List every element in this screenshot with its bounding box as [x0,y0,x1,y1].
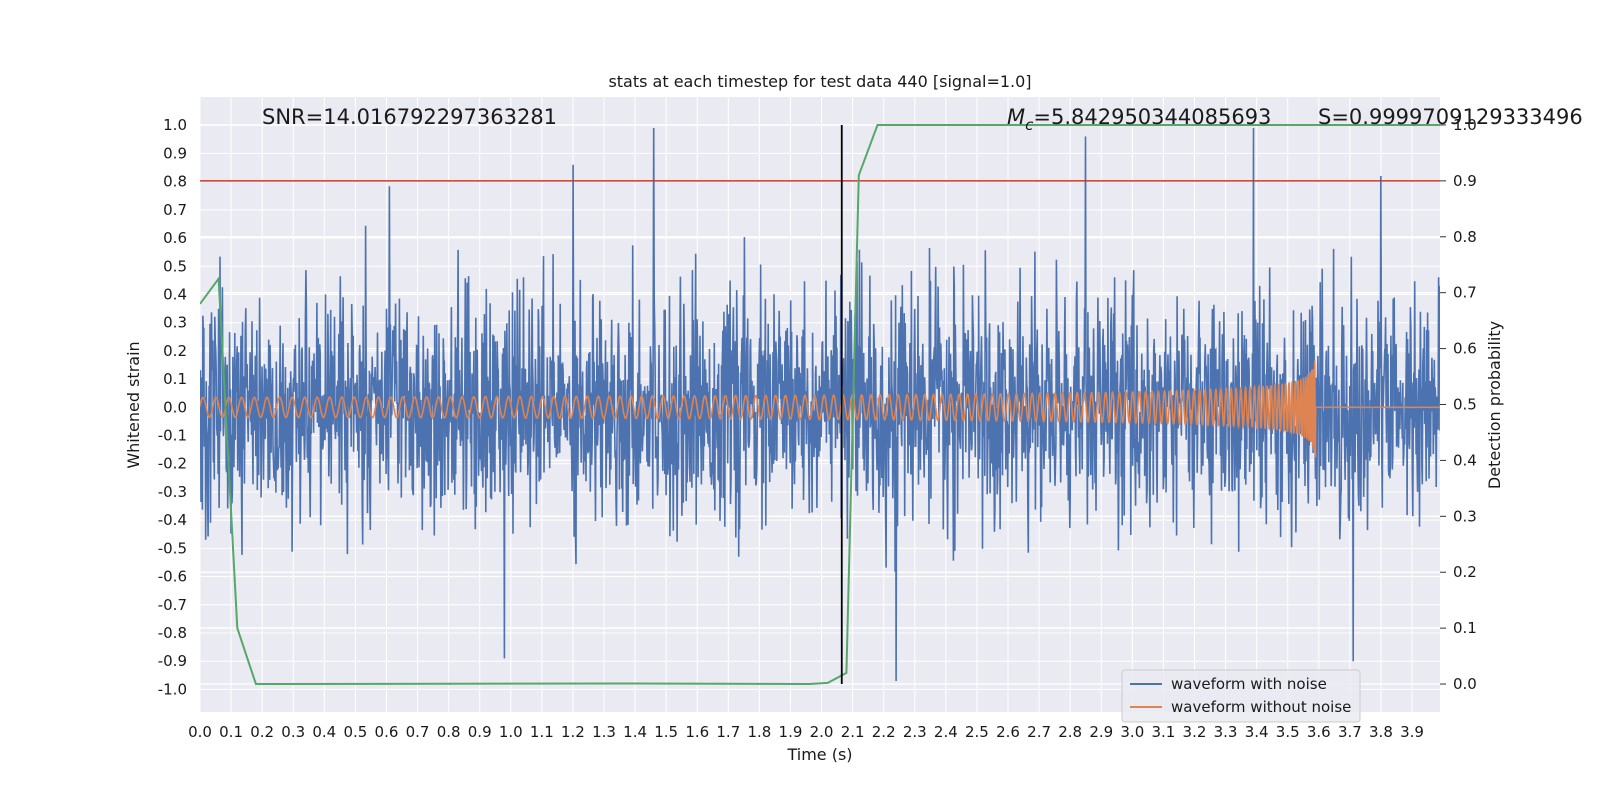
x-tick-label: 0.6 [375,723,399,741]
x-tick-label: 2.6 [996,723,1020,741]
x-tick-label: 0.9 [468,723,492,741]
x-tick-label: 2.3 [903,723,927,741]
x-axis-label: Time (s) [786,745,852,764]
x-tick-label: 3.8 [1369,723,1393,741]
detection-score-annotation: S=0.9999709129333496 [1318,105,1583,129]
y-tick-label: -1.0 [158,680,187,698]
x-tick-label: 3.3 [1214,723,1238,741]
x-tick-label: 0.2 [250,723,274,741]
x-tick-label: 1.8 [747,723,771,741]
y-tick-label: -0.2 [158,455,187,473]
y2-axis-label: Detection probability [1485,321,1504,489]
legend-box [1121,669,1361,723]
x-tick-label: 0.8 [437,723,461,741]
clean-waveform-line [200,360,1440,458]
x-tick-label: 3.7 [1338,723,1362,741]
legend-label-noisy: waveform with noise [1171,675,1327,693]
y2-tick-label: 0.3 [1453,507,1477,525]
x-tick-label: 3.5 [1276,723,1300,741]
legend-label-clean: waveform without noise [1171,698,1351,716]
y2-tick-label: 0.6 [1453,340,1477,358]
y-tick-label: 0.1 [163,370,187,388]
x-tick-label: 2.1 [841,723,865,741]
x-tick-label: 1.7 [716,723,740,741]
x-tick-label: 3.6 [1307,723,1331,741]
x-tick-label: 1.0 [499,723,523,741]
series-layer [200,124,1440,686]
x-axis-ticks: 0.0 0.1 0.2 0.3 0.4 0.5 0.6 0.7 0.8 0.9 1.0 1.1 1.2 1… [188,723,1424,741]
x-tick-label: 3.4 [1245,723,1269,741]
y-tick-label: -0.1 [158,427,187,445]
y-tick-label: 0.9 [163,144,187,162]
detection-probability-line [200,124,1440,686]
y2-tick-label: 0.2 [1453,563,1477,581]
y-tick-label: 0.0 [163,398,187,416]
chirp-mass-annotation: Mc=5.842950344085693 [1007,105,1271,134]
y-tick-label: -0.6 [158,568,187,586]
x-tick-label: 1.6 [685,723,709,741]
x-tick-label: 1.9 [779,723,803,741]
y-tick-label: 0.8 [163,173,187,191]
x-tick-label: 3.2 [1183,723,1207,741]
y-tick-label: -0.8 [158,624,187,642]
x-tick-label: 0.4 [312,723,336,741]
y2-tick-label: 0.9 [1453,172,1477,190]
chirp-mass-symbol: M [1007,105,1025,129]
y-tick-label: 0.3 [163,314,187,332]
legend: waveform with noise waveform without noi… [1121,669,1361,723]
chart-title: stats at each timestep for test data 440… [608,72,1031,91]
noisy-waveform-line [200,127,1440,682]
x-tick-label: 0.3 [281,723,305,741]
y-tick-label: 1.0 [163,116,187,134]
y-tick-label: -0.9 [158,652,187,670]
x-tick-label: 1.3 [592,723,616,741]
y2-axis-ticks: 1.0 0.9 0.8 0.7 0.6 0.5 0.4 0.3 0.2 0.1 0.0 [1440,116,1477,693]
x-tick-label: 2.4 [934,723,958,741]
y2-tick-label: 1.0 [1453,116,1477,134]
x-tick-label: 0.7 [406,723,430,741]
snr-annotation: SNR=14.016792297363281 [262,105,557,129]
y-tick-label: -0.5 [158,539,187,557]
y2-tick-label: 0.1 [1453,619,1477,637]
chirp-mass-value: =5.842950344085693 [1033,105,1271,129]
y-tick-label: -0.4 [158,511,187,529]
x-tick-label: 0.0 [188,723,212,741]
y2-tick-label: 0.7 [1453,284,1477,302]
plot-area [200,124,1440,686]
x-tick-label: 1.5 [654,723,678,741]
y-axis-ticks: 1.0 0.9 0.8 0.7 0.6 0.5 0.4 0.3 0.2 0.1 0.0 -0.1 -0.… [158,116,187,698]
y-tick-label: 0.2 [163,342,187,360]
x-tick-label: 3.1 [1151,723,1175,741]
x-tick-label: 1.2 [561,723,585,741]
x-tick-label: 3.0 [1120,723,1144,741]
y2-tick-label: 0.0 [1453,675,1477,693]
y-tick-label: 0.5 [163,257,187,275]
y-tick-label: 0.4 [163,285,187,303]
x-tick-label: 0.5 [343,723,367,741]
x-tick-label: 2.2 [872,723,896,741]
x-tick-label: 1.1 [530,723,554,741]
x-tick-label: 0.1 [219,723,243,741]
x-tick-label: 2.8 [1058,723,1082,741]
x-tick-label: 2.0 [810,723,834,741]
y-tick-label: 0.7 [163,201,187,219]
x-tick-label: 2.9 [1089,723,1113,741]
x-tick-label: 1.4 [623,723,647,741]
y-tick-label: -0.3 [158,483,187,501]
x-tick-label: 3.9 [1400,723,1424,741]
x-tick-label: 2.7 [1027,723,1051,741]
y-tick-label: -0.7 [158,596,187,614]
chirp-mass-subscript: c [1025,116,1034,134]
y2-tick-label: 0.4 [1453,451,1477,469]
y-tick-label: 0.6 [163,229,187,247]
y-axis-label: Whitened strain [124,341,143,468]
x-tick-label: 2.5 [965,723,989,741]
y2-tick-label: 0.8 [1453,228,1477,246]
y2-tick-label: 0.5 [1453,396,1477,414]
